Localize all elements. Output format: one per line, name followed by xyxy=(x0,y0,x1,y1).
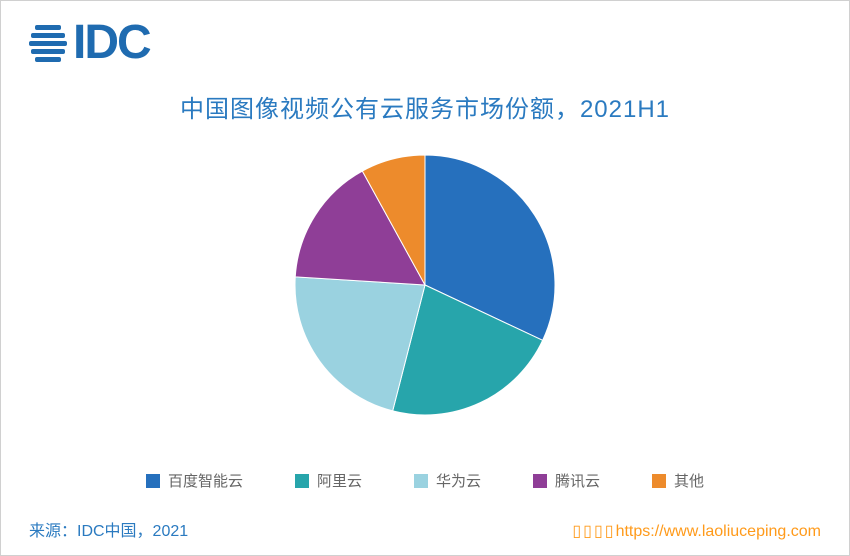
legend-item: 腾讯云 xyxy=(533,470,600,491)
page: IDC 中国图像视频公有云服务市场份额，2021H1 百度智能云 阿里云 华为云 腾讯… xyxy=(0,0,850,556)
chart-title: 中国图像视频公有云服务市场份额，2021H1 xyxy=(1,89,849,124)
legend-swatch xyxy=(533,474,547,488)
legend-item: 百度智能云 xyxy=(146,470,243,491)
legend-item: 华为云 xyxy=(414,470,481,491)
watermark: ▯▯▯▯https://www.laoliuceping.com xyxy=(572,521,821,541)
legend-swatch xyxy=(146,474,160,488)
watermark-url: https://www.laoliuceping.com xyxy=(616,523,821,540)
pie-chart xyxy=(291,151,559,424)
legend: 百度智能云 阿里云 华为云 腾讯云 其他 xyxy=(1,470,849,491)
legend-label: 其他 xyxy=(674,470,704,491)
legend-label: 阿里云 xyxy=(317,470,362,491)
logo-text: IDC xyxy=(73,19,150,67)
legend-swatch xyxy=(414,474,428,488)
legend-label: 华为云 xyxy=(436,470,481,491)
idc-logo: IDC xyxy=(29,19,150,67)
source-text: 来源：IDC中国，2021 xyxy=(29,517,188,541)
legend-label: 百度智能云 xyxy=(168,470,243,491)
watermark-prefix: ▯▯▯▯ xyxy=(572,523,615,540)
legend-item: 其他 xyxy=(652,470,704,491)
pie-svg xyxy=(291,151,559,419)
legend-swatch xyxy=(295,474,309,488)
logo-bars-icon xyxy=(29,25,67,62)
legend-label: 腾讯云 xyxy=(555,470,600,491)
legend-item: 阿里云 xyxy=(295,470,362,491)
legend-swatch xyxy=(652,474,666,488)
